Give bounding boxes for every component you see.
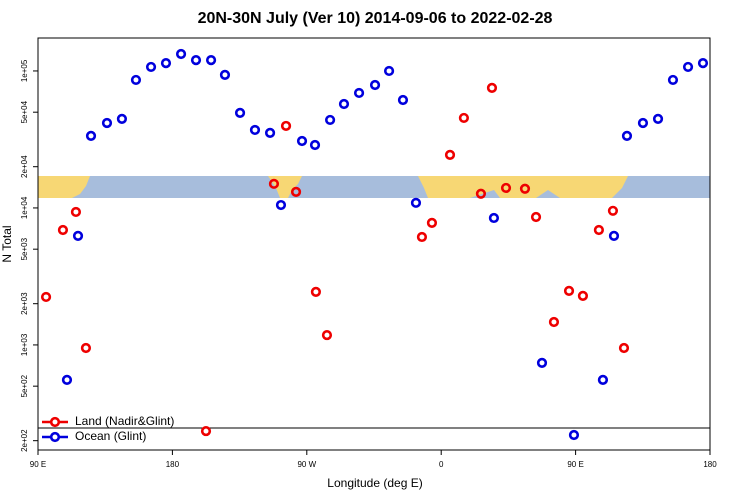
data-point [519, 183, 531, 194]
data-point [637, 117, 649, 129]
y-axis-label: N Total [0, 225, 14, 262]
data-point [290, 186, 302, 197]
data-point [621, 130, 633, 141]
data-point [486, 82, 498, 94]
legend-label: Land (Nadir&Glint) [75, 414, 174, 428]
data-point [85, 130, 97, 141]
y-tick-label: 2e+04 [20, 155, 29, 178]
data-point [410, 197, 422, 208]
data-point [593, 224, 604, 236]
data-point [397, 94, 409, 106]
data-point [40, 291, 52, 303]
data-point [577, 290, 589, 301]
chart-title: 20N-30N July (Ver 10) 2014-09-06 to 2022… [198, 10, 553, 27]
data-point [618, 342, 630, 354]
data-point [72, 230, 84, 242]
data-point [61, 374, 73, 385]
data-point [563, 285, 575, 296]
y-tick-label: 2e+02 [20, 429, 29, 452]
data-point [369, 79, 381, 91]
data-point [205, 55, 217, 66]
data-point [338, 98, 350, 110]
data-point [309, 139, 321, 151]
data-point [321, 329, 333, 341]
map-strip [38, 176, 710, 198]
y-tick-label: 1e+05 [20, 59, 29, 82]
y-tick-label: 5e+04 [20, 100, 29, 123]
data-point [353, 87, 365, 99]
data-point [160, 58, 172, 69]
data-point [80, 342, 92, 354]
data-point [275, 199, 287, 211]
data-point [268, 178, 280, 189]
x-axis-label: Longitude (deg E) [327, 476, 422, 490]
x-tick-label: 90 W [297, 460, 316, 469]
data-point [219, 69, 231, 80]
data-point [608, 230, 620, 242]
data-point [444, 149, 456, 160]
data-point [682, 61, 694, 73]
data-point [175, 48, 187, 60]
data-point [652, 113, 664, 124]
data-point [249, 124, 261, 136]
data-point [70, 206, 82, 218]
data-point [116, 113, 128, 124]
data-point [416, 231, 428, 243]
data-point [190, 55, 202, 66]
y-tick-label: 2e+03 [20, 292, 29, 315]
x-tick-label: 0 [439, 460, 444, 469]
data-point [697, 58, 709, 69]
x-tick-label: 180 [703, 460, 717, 469]
data-point [500, 182, 512, 194]
data-point [280, 120, 292, 132]
data-point [145, 61, 157, 73]
data-point [597, 374, 609, 385]
data-point [475, 188, 487, 199]
data-point [57, 224, 69, 236]
x-tick-label: 90 E [567, 460, 583, 469]
data-point [200, 425, 212, 437]
legend-marker [49, 431, 61, 443]
x-tick-label: 90 E [30, 460, 46, 469]
y-tick-label: 5e+02 [20, 374, 29, 397]
plot-frame [37, 37, 711, 451]
data-point [130, 74, 142, 86]
legend-marker [49, 416, 61, 428]
data-point [536, 357, 548, 368]
data-point [310, 286, 322, 297]
data-point [426, 217, 438, 228]
data-point [667, 74, 679, 86]
data-point [488, 212, 500, 224]
data-point [264, 127, 276, 139]
legend-label: Ocean (Glint) [75, 429, 146, 443]
data-point [548, 316, 560, 328]
data-point [234, 107, 246, 119]
data-point [296, 135, 308, 147]
data-point [607, 205, 619, 216]
data-point [101, 117, 113, 129]
y-tick-label: 1e+04 [20, 196, 29, 219]
data-point [458, 112, 469, 124]
x-tick-label: 180 [166, 460, 180, 469]
data-point [383, 65, 395, 77]
data-point [530, 211, 542, 223]
data-point [324, 114, 336, 126]
y-tick-label: 1e+03 [20, 333, 29, 356]
data-point [568, 429, 580, 441]
y-tick-label: 5e+03 [20, 237, 29, 260]
